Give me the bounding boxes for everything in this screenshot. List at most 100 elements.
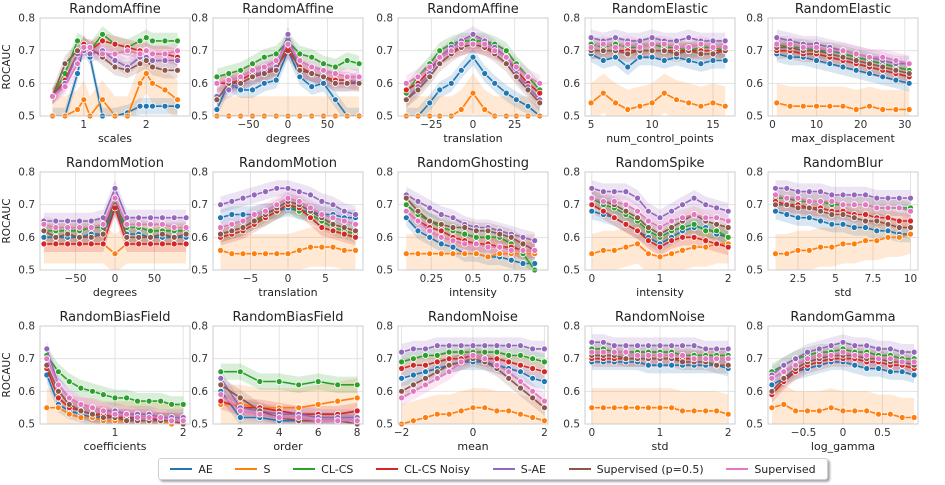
- data-point: [773, 40, 781, 48]
- data-point: [507, 256, 515, 264]
- data-point: [624, 63, 632, 71]
- data-point: [721, 37, 729, 45]
- data-point: [228, 211, 236, 218]
- data-point: [502, 60, 510, 68]
- x-tick-label: −0.5: [791, 427, 817, 439]
- data-point: [469, 30, 477, 38]
- data-point: [422, 351, 429, 359]
- data-point: [724, 355, 732, 363]
- y-tick-label: 0.8: [376, 13, 393, 25]
- data-point: [636, 44, 644, 51]
- data-point: [724, 224, 732, 231]
- data-point: [645, 224, 652, 231]
- data-point: [320, 79, 327, 87]
- data-point: [493, 342, 501, 350]
- data-point: [873, 217, 881, 225]
- y-tick-label: 0.6: [746, 78, 763, 90]
- data-point: [318, 211, 326, 218]
- data-point: [612, 44, 619, 51]
- data-point: [307, 243, 314, 251]
- data-point: [76, 217, 83, 225]
- data-point: [43, 345, 51, 353]
- data-point: [690, 355, 698, 363]
- data-point: [697, 102, 705, 110]
- y-tick-label: 0.7: [191, 199, 208, 211]
- data-point: [622, 404, 630, 412]
- data-point: [472, 240, 480, 248]
- data-point: [284, 40, 292, 48]
- data-point: [863, 351, 871, 359]
- data-point: [517, 342, 524, 350]
- data-point: [648, 53, 656, 61]
- data-point: [136, 79, 144, 87]
- data-point: [702, 201, 710, 209]
- data-point: [449, 224, 457, 231]
- data-point: [690, 243, 698, 251]
- subplot-title: RandomNoise: [428, 310, 518, 325]
- data-point: [149, 37, 156, 45]
- confidence-band: [406, 203, 535, 259]
- data-point: [481, 106, 489, 113]
- data-point: [250, 211, 258, 218]
- y-tick-label: 0.6: [191, 78, 208, 90]
- data-point: [409, 361, 417, 369]
- data-point: [610, 246, 618, 254]
- data-point: [673, 37, 680, 45]
- data-point: [512, 96, 520, 104]
- data-point: [182, 224, 190, 231]
- data-point: [656, 253, 664, 261]
- data-point: [517, 368, 524, 376]
- data-point: [862, 224, 869, 231]
- data-point: [656, 230, 664, 238]
- subplot-8: 0.5 0.6 0.7 0.8 0.25 0.5 0.75 RandomGhosting int…: [376, 156, 549, 299]
- data-point: [87, 240, 95, 248]
- data-point: [531, 260, 539, 267]
- data-point: [414, 73, 422, 81]
- data-point: [228, 227, 236, 235]
- x-tick-label: 25: [508, 119, 521, 131]
- data-point: [529, 345, 536, 353]
- data-point: [329, 243, 337, 251]
- x-tick-label: 0: [840, 427, 847, 439]
- data-point: [402, 250, 410, 258]
- data-point: [469, 53, 477, 61]
- data-point: [813, 44, 820, 51]
- data-point: [709, 44, 717, 51]
- data-point: [660, 89, 668, 97]
- subplot-title: RandomSpike: [615, 156, 704, 171]
- data-point: [679, 246, 686, 254]
- data-point: [690, 194, 698, 202]
- data-point: [426, 73, 434, 81]
- data-point: [907, 230, 914, 238]
- data-point: [645, 404, 652, 412]
- data-point: [65, 400, 73, 408]
- data-point: [174, 47, 181, 55]
- data-point: [721, 102, 729, 110]
- data-point: [426, 227, 434, 235]
- legend-entry: Supervised: [726, 463, 816, 476]
- x-tick-label: 30: [898, 119, 911, 131]
- subplot-1: 0.5 0.6 0.7 0.8 1 2 RandomAffine scales ROCAUC: [1, 2, 191, 145]
- data-point: [599, 57, 607, 64]
- legend-line-swatch: [235, 468, 258, 470]
- data-point: [237, 79, 245, 87]
- data-point: [668, 207, 675, 215]
- data-point: [61, 83, 69, 90]
- x-tick-label: 8: [354, 427, 361, 439]
- data-point: [422, 345, 429, 353]
- y-tick-label: 0.5: [18, 111, 35, 123]
- data-point: [76, 240, 83, 248]
- data-point: [52, 224, 60, 231]
- data-point: [828, 243, 836, 251]
- data-point: [610, 188, 618, 196]
- data-point: [679, 358, 686, 366]
- x-tick-label: 4: [276, 427, 283, 439]
- data-point: [668, 250, 675, 258]
- data-point: [481, 404, 489, 412]
- data-point: [768, 374, 776, 382]
- data-point: [768, 387, 776, 395]
- data-point: [217, 201, 224, 209]
- data-point: [863, 342, 871, 350]
- data-point: [43, 355, 51, 363]
- data-point: [135, 214, 143, 222]
